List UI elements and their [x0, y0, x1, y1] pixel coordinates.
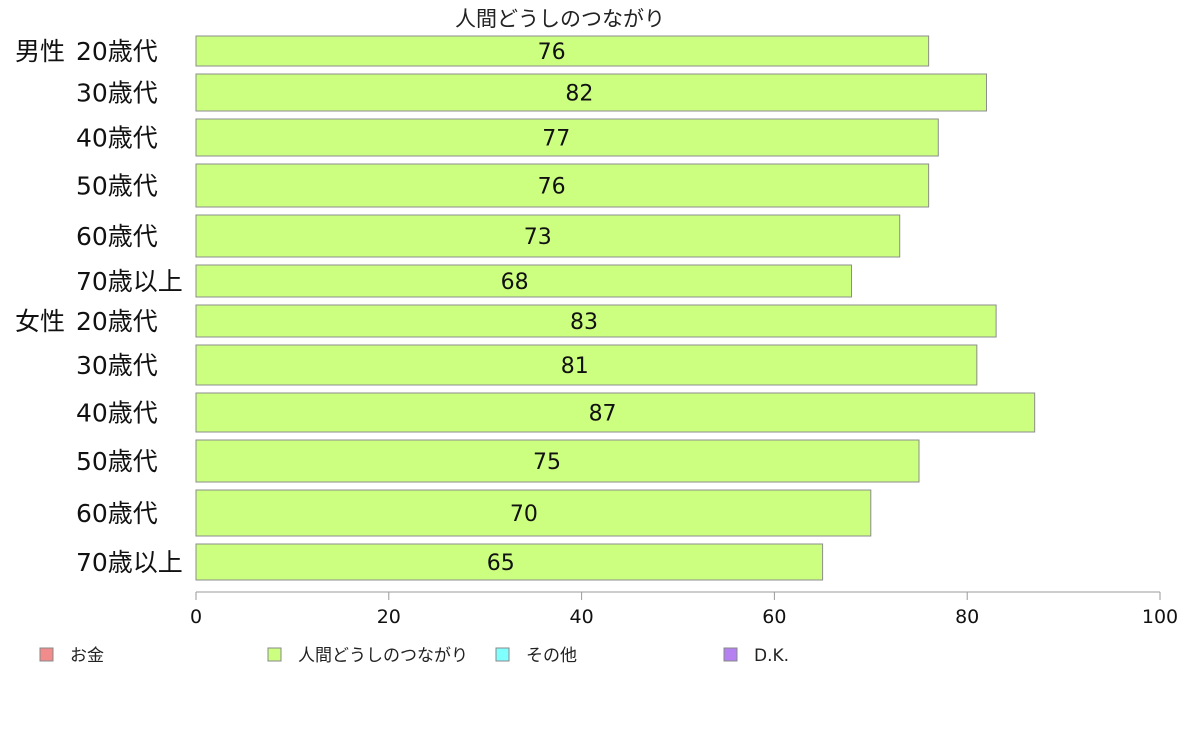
bar — [195, 439, 920, 483]
legend-label: その他 — [526, 646, 577, 666]
category-label: 70歳以上 — [76, 548, 183, 577]
bar — [195, 304, 997, 338]
category-label: 40歳代 — [76, 124, 158, 153]
category-label: 40歳代 — [76, 399, 158, 428]
legend: お金 人間どうしのつながり その他 D.K. — [39, 646, 789, 666]
legend-swatch — [39, 647, 54, 662]
category-label: 50歳代 — [76, 447, 158, 476]
bar-value-label: 75 — [533, 450, 561, 475]
category-label: 20歳代 — [76, 37, 158, 66]
bar — [195, 163, 930, 208]
bar — [195, 489, 872, 537]
category-label: 60歳代 — [76, 499, 158, 528]
bar-value-label: 83 — [570, 310, 598, 335]
category-label: 50歳代 — [76, 172, 158, 201]
bar-value-label: 70 — [510, 502, 538, 527]
x-tick-label: 0 — [190, 606, 202, 628]
bar — [195, 35, 930, 67]
legend-swatch — [723, 647, 738, 662]
bar-value-label: 82 — [565, 82, 593, 107]
x-tick-label: 60 — [762, 606, 786, 628]
bar — [195, 264, 853, 298]
category-label: 20歳代 — [76, 307, 158, 336]
x-tick-label: 20 — [377, 606, 401, 628]
legend-swatch — [495, 647, 510, 662]
bar-value-label: 77 — [542, 127, 570, 152]
x-tick-label: 40 — [570, 606, 594, 628]
bar — [195, 118, 939, 157]
bar-value-label: 81 — [561, 354, 589, 379]
x-axis: 0 20 40 60 80 100 — [190, 591, 1178, 628]
bar — [195, 543, 824, 581]
bars-layer: 7620歳代男性8230歳代7740歳代7650歳代7360歳代6870歳以上8… — [15, 35, 1036, 581]
bar — [195, 344, 978, 386]
bar-value-label: 65 — [487, 551, 515, 576]
bar-value-label: 68 — [501, 270, 529, 295]
legend-label: 人間どうしのつながり — [298, 646, 468, 666]
legend-swatch — [267, 647, 282, 662]
legend-label: お金 — [70, 646, 104, 666]
bar — [195, 214, 901, 258]
group-label: 男性 — [15, 37, 65, 66]
group-label: 女性 — [15, 307, 65, 336]
category-label: 30歳代 — [76, 79, 158, 108]
bar — [195, 392, 1036, 433]
bar-value-label: 73 — [524, 225, 552, 250]
bar — [195, 73, 987, 112]
bar-value-label: 87 — [589, 402, 617, 427]
category-label: 70歳以上 — [76, 267, 183, 296]
bar-value-label: 76 — [538, 175, 566, 200]
x-tick-label: 100 — [1142, 606, 1178, 628]
category-label: 30歳代 — [76, 351, 158, 380]
chart-title: 人間どうしのつながり — [455, 7, 665, 31]
bar-value-label: 76 — [538, 40, 566, 65]
legend-label: D.K. — [754, 646, 789, 666]
x-tick-label: 80 — [955, 606, 979, 628]
category-label: 60歳代 — [76, 222, 158, 251]
